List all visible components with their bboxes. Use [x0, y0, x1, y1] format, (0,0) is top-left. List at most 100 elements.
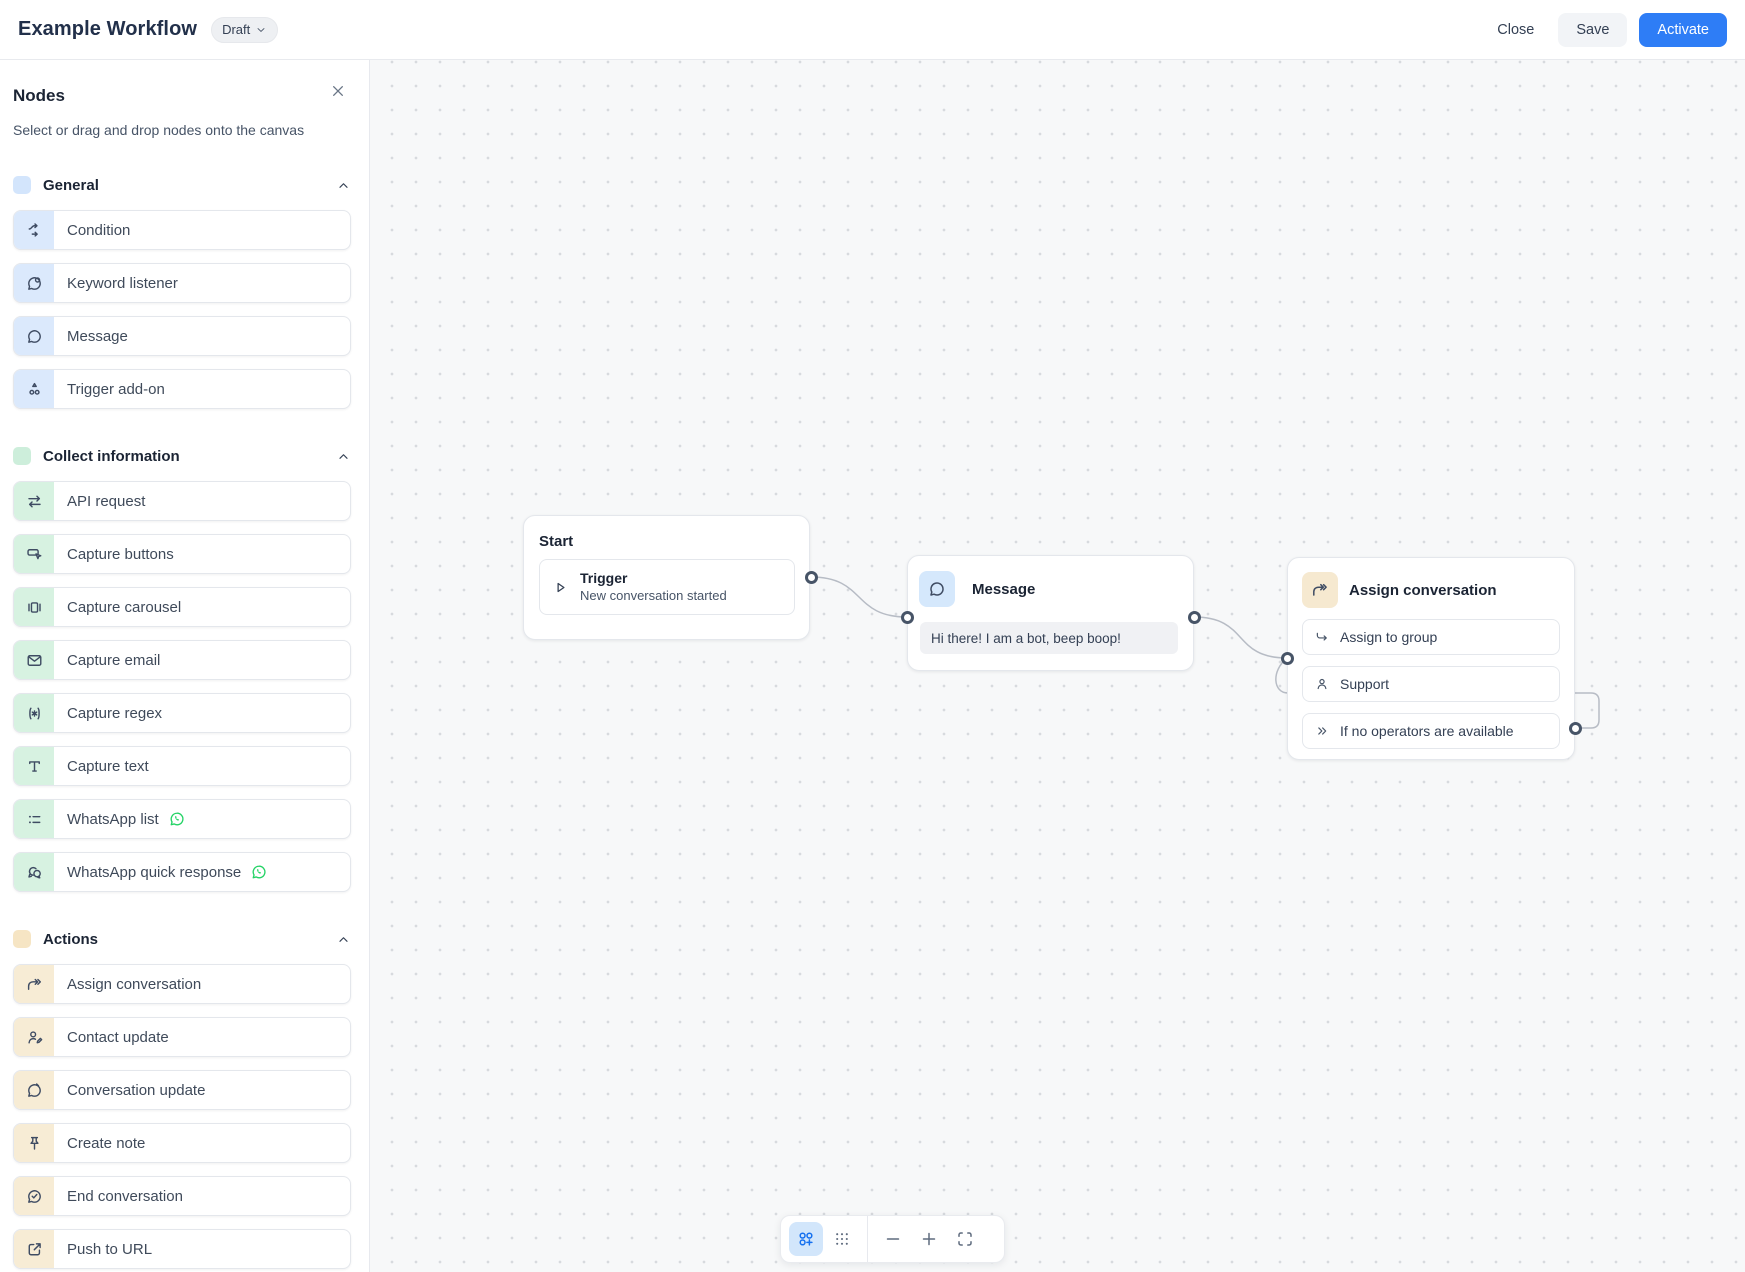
- message-bubble-icon: [14, 317, 54, 355]
- sidebar-item-message[interactable]: Message: [13, 316, 351, 356]
- save-button[interactable]: Save: [1558, 12, 1628, 47]
- sidebar-item-assign-conversation[interactable]: Assign conversation: [13, 964, 351, 1004]
- port-start-output[interactable]: [804, 570, 818, 584]
- sidebar-section-collect-information: Collect information API request Capture bu…: [13, 447, 351, 892]
- node-message[interactable]: Message Hi there! I am a bot, beep boop!: [907, 555, 1194, 671]
- section-color-swatch: [13, 176, 31, 194]
- sidebar-item-api-request[interactable]: API request: [13, 481, 351, 521]
- close-panel-button[interactable]: [327, 80, 349, 102]
- component-add-icon: [796, 1229, 816, 1249]
- message-bubble-icon: [919, 571, 955, 607]
- sidebar-item-push-to-url[interactable]: Push to URL: [13, 1229, 351, 1269]
- sidebar-item-capture-text[interactable]: Capture text: [13, 746, 351, 786]
- node-assign-conversation[interactable]: Assign conversation Assign to group Supp…: [1287, 557, 1575, 760]
- chevron-down-icon: [255, 24, 267, 36]
- connector-edges: [810, 576, 1600, 729]
- section-items: Assign conversation Contact update Convers…: [13, 964, 351, 1269]
- capture-text-icon: [14, 747, 54, 785]
- node-sections: General Condition Keyword listener Message T…: [13, 176, 351, 1269]
- zoom-out-button[interactable]: [876, 1222, 910, 1256]
- trigger-description: New conversation started: [580, 588, 727, 604]
- assign-row-fallback[interactable]: If no operators are available: [1302, 713, 1560, 749]
- add-node-button[interactable]: [789, 1222, 823, 1256]
- chevron-up-icon: [336, 178, 351, 193]
- sidebar-item-trigger-add-on[interactable]: Trigger add-on: [13, 369, 351, 409]
- item-label: Capture text: [67, 757, 149, 775]
- dots-grid-icon: [832, 1229, 852, 1249]
- assign-row-team[interactable]: Support: [1302, 666, 1560, 702]
- node-assign-title: Assign conversation: [1349, 581, 1497, 599]
- sidebar-item-keyword-listener[interactable]: Keyword listener: [13, 263, 351, 303]
- minus-icon: [883, 1229, 903, 1249]
- assign-row-label: Assign to group: [1340, 629, 1438, 645]
- section-label: General: [43, 176, 99, 194]
- sidebar-item-capture-email[interactable]: Capture email: [13, 640, 351, 680]
- assign-conversation-icon: [14, 965, 54, 1003]
- item-label: Keyword listener: [67, 274, 178, 292]
- item-label: Capture buttons: [67, 545, 174, 563]
- capture-email-icon: [14, 641, 54, 679]
- sidebar-item-create-note[interactable]: Create note: [13, 1123, 351, 1163]
- trigger-card[interactable]: Trigger New conversation started: [539, 559, 795, 615]
- port-assign-fallback-output[interactable]: [1568, 721, 1582, 735]
- sidebar-item-end-conversation[interactable]: End conversation: [13, 1176, 351, 1216]
- fit-view-icon: [955, 1229, 975, 1249]
- sidebar-item-conversation-update[interactable]: Conversation update: [13, 1070, 351, 1110]
- workflow-title: Example Workflow: [18, 18, 198, 40]
- app-header: Example Workflow Draft Close Save Activa…: [0, 0, 1745, 60]
- panel-subtitle: Select or drag and drop nodes onto the c…: [13, 122, 305, 138]
- condition-icon: [14, 211, 54, 249]
- section-items: API request Capture buttons Capture carous…: [13, 481, 351, 892]
- section-header-collect-information[interactable]: Collect information: [13, 447, 351, 465]
- fit-view-button[interactable]: [948, 1222, 982, 1256]
- item-label: Assign conversation: [67, 975, 202, 993]
- item-label: Contact update: [67, 1028, 169, 1046]
- capture-buttons-icon: [14, 535, 54, 573]
- status-badge[interactable]: Draft: [211, 16, 279, 43]
- item-label: Condition: [67, 221, 131, 239]
- assign-row-label: Support: [1340, 676, 1390, 692]
- end-conversation-icon: [14, 1177, 54, 1215]
- sidebar-item-whatsapp-quick-response[interactable]: WhatsApp quick response: [13, 852, 351, 892]
- item-label: Capture carousel: [67, 598, 182, 616]
- activate-button[interactable]: Activate: [1639, 12, 1727, 47]
- grid-view-button[interactable]: [825, 1222, 859, 1256]
- section-header-actions[interactable]: Actions: [13, 930, 351, 948]
- contact-update-icon: [14, 1018, 54, 1056]
- port-message-output[interactable]: [1187, 610, 1201, 624]
- double-chevron-icon: [1314, 723, 1330, 739]
- section-color-swatch: [13, 930, 31, 948]
- zoom-in-button[interactable]: [912, 1222, 946, 1256]
- port-assign-input[interactable]: [1280, 651, 1294, 665]
- sidebar-item-condition[interactable]: Condition: [13, 210, 351, 250]
- assign-row-group[interactable]: Assign to group: [1302, 619, 1560, 655]
- assign-conversation-icon: [1302, 572, 1338, 608]
- node-start-title: Start: [539, 533, 574, 550]
- nodes-panel: Nodes Select or drag and drop nodes onto…: [0, 60, 370, 1272]
- edge-assign-retry-loop: [1275, 657, 1600, 729]
- section-header-general[interactable]: General: [13, 176, 351, 194]
- sidebar-item-capture-buttons[interactable]: Capture buttons: [13, 534, 351, 574]
- sidebar-item-capture-carousel[interactable]: Capture carousel: [13, 587, 351, 627]
- sidebar-section-general: General Condition Keyword listener Message T…: [13, 176, 351, 409]
- node-start[interactable]: Start Trigger New conversation started: [523, 515, 810, 640]
- edge-start-to-message: [810, 576, 908, 618]
- conversation-update-icon: [14, 1071, 54, 1109]
- sidebar-item-whatsapp-list[interactable]: WhatsApp list: [13, 799, 351, 839]
- close-button[interactable]: Close: [1485, 13, 1546, 47]
- sidebar-item-contact-update[interactable]: Contact update: [13, 1017, 351, 1057]
- workflow-canvas[interactable]: Start Trigger New conversation started M…: [370, 60, 1745, 1272]
- sidebar-section-actions: Actions Assign conversation Contact update…: [13, 930, 351, 1269]
- port-message-input[interactable]: [900, 610, 914, 624]
- api-request-icon: [14, 482, 54, 520]
- plus-icon: [919, 1229, 939, 1249]
- canvas-toolbar: [780, 1215, 1005, 1263]
- section-label: Collect information: [43, 447, 180, 465]
- sidebar-item-capture-regex[interactable]: Capture regex: [13, 693, 351, 733]
- play-icon: [552, 579, 569, 596]
- status-badge-label: Draft: [222, 22, 251, 37]
- trigger-label: Trigger: [580, 570, 628, 587]
- header-actions: Close Save Activate: [1485, 12, 1727, 47]
- panel-title: Nodes: [13, 86, 65, 105]
